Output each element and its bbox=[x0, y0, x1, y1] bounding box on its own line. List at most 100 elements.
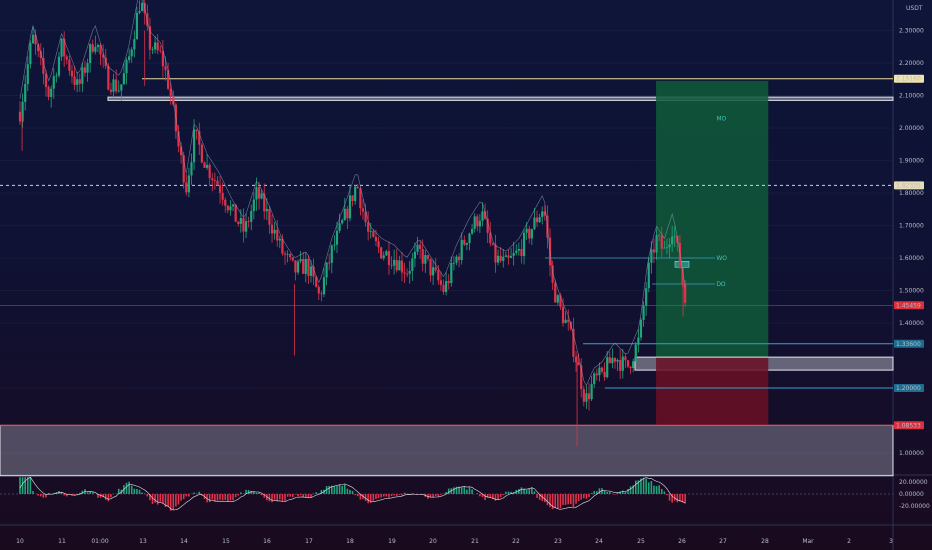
candle-body bbox=[655, 235, 658, 253]
candle-body bbox=[213, 180, 216, 181]
candle-body bbox=[198, 130, 201, 145]
candle-body bbox=[218, 185, 222, 193]
time-tick-label: 11 bbox=[58, 538, 66, 545]
candle-body bbox=[312, 266, 315, 277]
time-tick-label: 28 bbox=[761, 538, 769, 545]
candle-body bbox=[91, 44, 94, 52]
candle-body bbox=[289, 254, 292, 258]
candle-body bbox=[504, 255, 507, 257]
time-tick-label: 01:00 bbox=[91, 538, 108, 545]
candle-body bbox=[580, 365, 583, 390]
candle-body bbox=[465, 243, 468, 245]
candle-body bbox=[315, 276, 318, 287]
candle-body bbox=[603, 371, 606, 378]
zones bbox=[0, 96, 894, 477]
candle-body bbox=[663, 247, 666, 249]
price-tag-label: 1.33600 bbox=[896, 341, 921, 348]
time-tick-label: 22 bbox=[512, 538, 520, 545]
candle-body bbox=[211, 178, 214, 181]
candle-body bbox=[354, 186, 357, 202]
candle-body bbox=[159, 50, 162, 52]
time-tick-label: 3 bbox=[889, 538, 893, 545]
candle-body bbox=[400, 260, 404, 273]
candle-body bbox=[447, 281, 450, 284]
time-tick-label: 27 bbox=[719, 538, 727, 545]
candle-body bbox=[328, 262, 331, 264]
candle-body bbox=[341, 220, 344, 224]
candle-body bbox=[608, 357, 611, 364]
candle-body bbox=[543, 211, 546, 216]
candle-body bbox=[645, 288, 648, 306]
candle-body bbox=[335, 230, 339, 245]
candle-body bbox=[99, 44, 102, 55]
candle-body bbox=[681, 267, 684, 284]
candle-body bbox=[333, 244, 336, 246]
price-axis[interactable]: 2.30000 2.20000 2.10000 2.00000 1.90000 1.800… bbox=[894, 5, 930, 510]
time-tick-label: 14 bbox=[180, 538, 188, 545]
candle-body bbox=[226, 205, 229, 211]
candle-body bbox=[351, 195, 354, 202]
candle-body bbox=[322, 277, 326, 295]
price-tick-label: 2.10000 bbox=[899, 93, 924, 100]
candle-body bbox=[320, 293, 323, 295]
candle-body bbox=[244, 221, 248, 232]
candle-body bbox=[416, 244, 419, 252]
candle-body bbox=[89, 44, 92, 64]
time-axis[interactable]: 10 11 01:00 13 14 15 16 17 18 19 20 21 22 23 24 25 26 27 2… bbox=[16, 538, 893, 545]
candle-body bbox=[50, 88, 53, 97]
price-tag-label: 1.45459 bbox=[896, 302, 921, 309]
candle-body bbox=[278, 238, 281, 241]
candle-body bbox=[587, 393, 591, 400]
candle-body bbox=[83, 67, 87, 73]
candle-body bbox=[470, 229, 474, 234]
candle-body bbox=[125, 60, 128, 74]
candle-body bbox=[263, 193, 266, 212]
candle-body bbox=[515, 250, 518, 253]
candle-body bbox=[616, 360, 619, 362]
price-tick-label: 2.20000 bbox=[899, 60, 924, 67]
oscillator-tick-label: 20.00000 bbox=[899, 479, 928, 486]
oscillator-tick-label: -20.00000 bbox=[899, 503, 930, 510]
candle-body bbox=[24, 83, 27, 102]
candle-body bbox=[421, 248, 424, 264]
candle-body bbox=[146, 13, 149, 27]
candle-body bbox=[348, 195, 352, 219]
candle-body bbox=[574, 356, 578, 363]
candle-body bbox=[509, 255, 513, 258]
candle-body bbox=[265, 208, 268, 212]
annotations: MO WO DO bbox=[716, 115, 727, 288]
candle-body bbox=[491, 243, 494, 245]
candle-body bbox=[463, 239, 466, 245]
candle-body bbox=[190, 162, 193, 176]
price-tick-label: 1.90000 bbox=[899, 158, 924, 165]
candle-body bbox=[455, 256, 458, 263]
price-tick-label: 1.60000 bbox=[899, 255, 924, 262]
candle-body bbox=[538, 217, 541, 223]
candle-body bbox=[187, 175, 190, 193]
candle-body bbox=[507, 255, 510, 258]
candle-body bbox=[130, 49, 133, 57]
candle-body bbox=[294, 260, 297, 273]
candle-body bbox=[624, 356, 627, 361]
candle-body bbox=[70, 70, 74, 77]
candle-body bbox=[237, 221, 240, 224]
candle-body bbox=[39, 51, 42, 58]
candle-body bbox=[647, 262, 650, 289]
candle-body bbox=[434, 267, 437, 271]
candle-body bbox=[522, 232, 526, 257]
time-tick-label: 25 bbox=[637, 538, 645, 545]
candles bbox=[18, 0, 687, 447]
candle-body bbox=[57, 56, 61, 76]
candle-body bbox=[590, 384, 593, 400]
candle-body bbox=[107, 66, 110, 90]
time-tick-label: 15 bbox=[222, 538, 230, 545]
candle-body bbox=[122, 73, 126, 85]
candle-body bbox=[78, 79, 81, 84]
time-tick-label: 21 bbox=[471, 538, 479, 545]
candle-body bbox=[582, 389, 585, 402]
candle-body bbox=[437, 270, 440, 281]
candle-body bbox=[650, 249, 653, 263]
long-position-tool[interactable] bbox=[656, 80, 769, 426]
